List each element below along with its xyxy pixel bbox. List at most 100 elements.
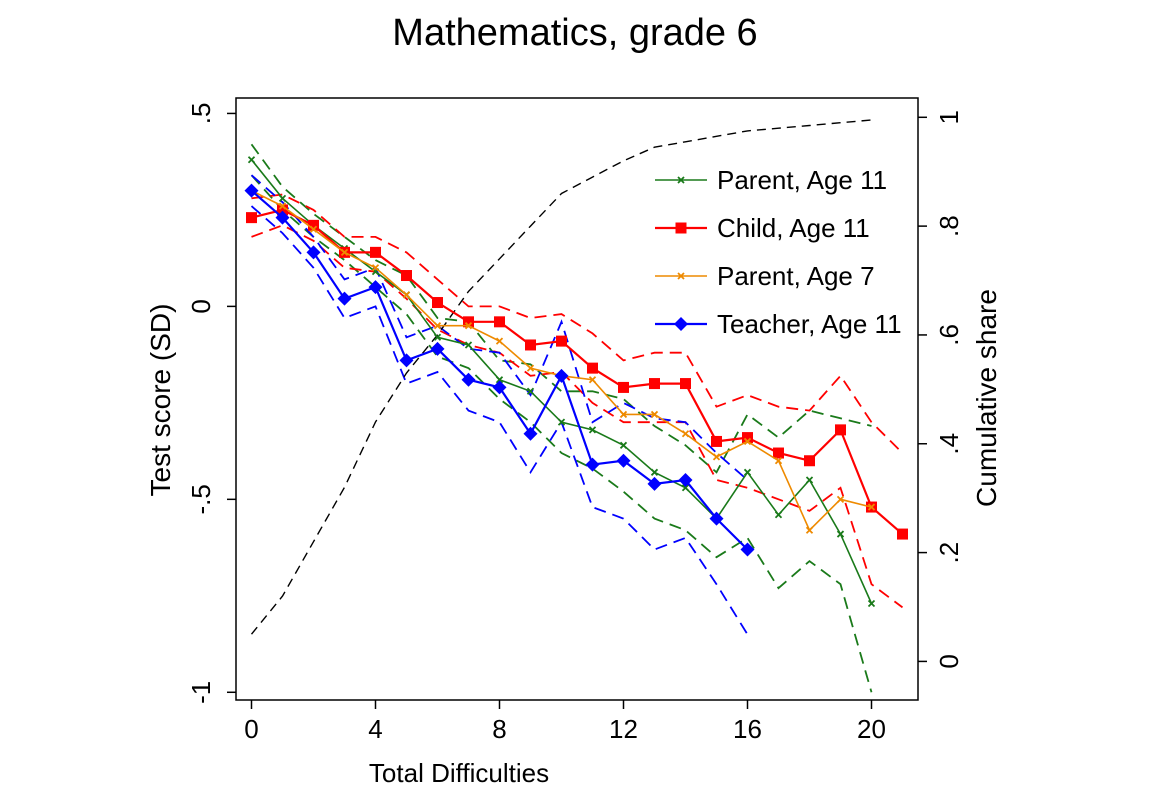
marker-stroke	[712, 453, 721, 461]
y-tick-label: -1	[186, 681, 216, 704]
data-point-teacher-age-11	[461, 372, 476, 387]
data-point-parent-age-11	[774, 511, 783, 519]
data-point-parent-age-11	[867, 599, 876, 608]
data-point-parent-age-7	[526, 364, 535, 372]
y-tick-label: -.5	[186, 484, 216, 514]
data-point-teacher-age-11	[492, 380, 507, 395]
marker-stroke	[588, 426, 597, 434]
data-point-teacher-age-11	[647, 476, 662, 491]
data-point-parent-age-11	[805, 476, 814, 484]
data-point-teacher-age-11	[275, 210, 290, 225]
confidence-band-lower	[251, 224, 904, 609]
marker-stroke	[371, 264, 380, 272]
data-point-parent-age-11	[526, 387, 535, 395]
data-point-child-age-11	[649, 378, 660, 390]
marker-stroke	[774, 457, 783, 465]
y-axis-label: Test score (SD)	[145, 304, 176, 497]
data-point-child-age-11	[525, 339, 536, 351]
marker-stroke	[650, 410, 659, 419]
y2-tick-label: .4	[934, 433, 964, 455]
data-point-child-age-11	[308, 219, 319, 231]
data-point-parent-age-7	[402, 291, 411, 299]
data-point-parent-age-11	[278, 194, 287, 202]
data-point-child-age-11	[370, 246, 381, 258]
series-line-child-age-11	[251, 208, 904, 535]
marker-stroke	[402, 291, 411, 299]
data-point-parent-age-7	[867, 503, 876, 511]
marker-stroke	[681, 484, 690, 492]
confidence-band-upper	[250, 174, 749, 481]
data-point-parent-age-7	[464, 322, 473, 330]
legend-marker	[677, 176, 685, 184]
data-point-child-age-11	[618, 381, 629, 393]
data-point-parent-age-7	[278, 202, 287, 210]
data-point-child-age-11	[897, 528, 908, 540]
y2-tick-label: .6	[934, 324, 964, 346]
marker-stroke	[433, 322, 442, 330]
marker-stroke	[433, 333, 442, 341]
legend-marker	[674, 317, 688, 331]
legend-label: Parent, Age 11	[717, 165, 887, 195]
data-point-parent-age-7	[433, 322, 442, 330]
marker-stroke	[677, 272, 685, 280]
data-point-parent-age-7	[650, 410, 659, 419]
marker-stroke	[650, 468, 659, 476]
marker-stroke	[743, 437, 752, 446]
x-tick-label: 20	[857, 714, 886, 744]
marker-stroke	[836, 495, 845, 503]
data-point-teacher-age-11	[368, 280, 383, 295]
marker-stroke	[526, 364, 535, 372]
series-line-teacher-age-11	[250, 189, 749, 551]
marker-stroke	[526, 387, 535, 395]
data-point-parent-age-7	[681, 430, 690, 438]
marker-stroke	[464, 322, 473, 330]
marker-stroke	[681, 430, 690, 438]
marker-stroke	[867, 599, 876, 608]
data-point-parent-age-11	[836, 530, 845, 538]
marker-stroke	[619, 410, 628, 419]
y-tick-label: .5	[186, 103, 216, 125]
data-point-child-age-11	[463, 316, 474, 328]
confidence-band-lower	[250, 205, 749, 635]
marker-stroke	[340, 248, 349, 256]
data-point-teacher-age-11	[616, 453, 631, 468]
data-point-child-age-11	[742, 432, 753, 444]
data-point-teacher-age-11	[399, 353, 414, 368]
data-point-parent-age-7	[774, 457, 783, 465]
marker-stroke	[557, 418, 566, 426]
data-point-parent-age-11	[588, 426, 597, 434]
data-point-child-age-11	[680, 378, 691, 390]
data-point-child-age-11	[556, 335, 567, 347]
legend-label: Child, Age 11	[717, 213, 870, 243]
legend: Parent, Age 11 Child, Age 11 Parent, Age 7…	[655, 165, 902, 339]
y2-tick-label: 0	[934, 654, 964, 668]
data-point-child-age-11	[277, 204, 288, 216]
marker-stroke	[495, 337, 504, 345]
marker-stroke	[743, 468, 752, 476]
marker-stroke	[805, 526, 814, 534]
data-point-child-age-11	[494, 316, 505, 328]
confidence-band-upper	[251, 193, 904, 454]
data-point-teacher-age-11	[740, 542, 755, 557]
data-point-parent-age-11	[619, 441, 628, 449]
data-point-parent-age-11	[247, 156, 256, 164]
y2-tick-label: .2	[934, 542, 964, 564]
data-point-teacher-age-11	[523, 426, 538, 441]
data-point-child-age-11	[401, 270, 412, 282]
data-point-child-age-11	[773, 447, 784, 459]
data-point-parent-age-11	[743, 468, 752, 476]
marker-stroke	[805, 476, 814, 484]
marker-stroke	[278, 194, 287, 202]
x-tick-label: 8	[492, 714, 506, 744]
data-point-parent-age-7	[340, 248, 349, 256]
y2-axis-label: Cumulative share	[971, 289, 1002, 507]
data-point-parent-age-7	[309, 225, 318, 233]
data-point-parent-age-11	[681, 484, 690, 492]
chart-title: Mathematics, grade 6	[392, 12, 758, 54]
marker-stroke	[278, 202, 287, 210]
data-point-parent-age-7	[588, 376, 597, 384]
marker-stroke	[836, 530, 845, 538]
data-point-parent-age-11	[433, 333, 442, 341]
legend-marker	[677, 272, 685, 280]
x-tick-label: 0	[244, 714, 258, 744]
